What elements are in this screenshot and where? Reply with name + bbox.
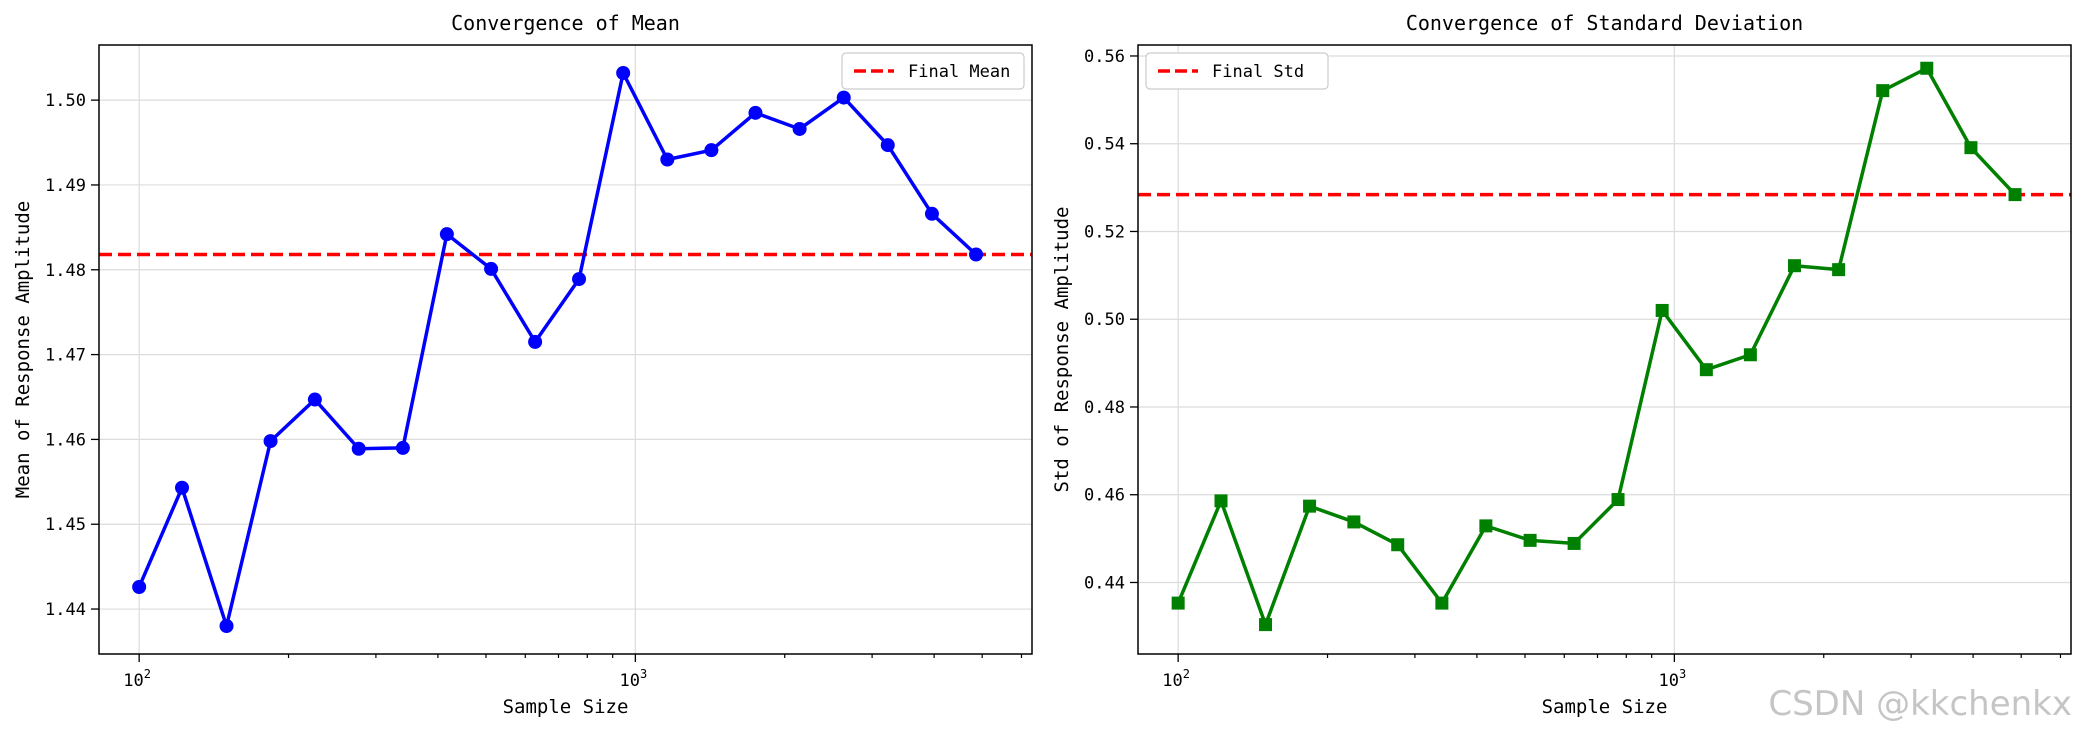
data-point xyxy=(704,143,719,158)
data-point xyxy=(1787,259,1801,273)
data-point xyxy=(1832,263,1846,277)
legend: Final Std xyxy=(1145,52,1329,90)
grid xyxy=(99,45,1032,654)
axes-frame xyxy=(1137,44,2072,655)
data-point xyxy=(616,65,631,80)
data-point xyxy=(219,619,234,634)
data-point xyxy=(1347,515,1361,529)
chart-mean-convergence: 102 103 1.44 1.45 1.46 1.47 1.48 1.49 1.50 Conver… xyxy=(12,11,1033,718)
y-tick-label: 1.50 xyxy=(45,91,86,111)
data-point xyxy=(1743,348,1757,362)
data-point xyxy=(1699,363,1713,377)
y-tick-label: 0.56 xyxy=(1084,47,1125,67)
y-tick-label: 1.49 xyxy=(45,176,86,196)
y-tick-label: 0.50 xyxy=(1084,310,1125,330)
data-point xyxy=(1391,538,1405,552)
watermark: CSDN @kkchenkx xyxy=(1768,684,2072,724)
data-point xyxy=(175,480,190,495)
y-axis-label: Std of Response Amplitude xyxy=(1051,207,1073,493)
x-tick-label: 102 xyxy=(1162,667,1190,691)
data-point xyxy=(792,121,807,136)
data-point xyxy=(1655,303,1669,317)
data-point xyxy=(1523,533,1537,547)
data-point xyxy=(1611,493,1625,507)
y-tick-label: 1.46 xyxy=(45,430,86,450)
series-line xyxy=(137,71,978,628)
x-tick-label: 103 xyxy=(1659,667,1687,691)
y-tick-label: 0.46 xyxy=(1084,486,1125,506)
axes-frame xyxy=(98,44,1033,655)
x-axis-label: Sample Size xyxy=(503,696,629,718)
data-point xyxy=(1171,596,1185,610)
legend-box xyxy=(841,52,1025,90)
data-point xyxy=(1964,141,1978,155)
data-point xyxy=(748,105,763,120)
legend-box xyxy=(1145,52,1329,90)
data-point xyxy=(528,334,543,349)
data-point xyxy=(1567,536,1581,550)
data-point xyxy=(307,392,322,407)
data-point xyxy=(1303,499,1317,513)
y-tick-label: 0.54 xyxy=(1084,135,1125,155)
data-point xyxy=(132,579,147,594)
y-tick-label: 1.47 xyxy=(45,346,86,366)
legend: Final Mean xyxy=(841,52,1025,90)
y-axis-label: Mean of Response Amplitude xyxy=(12,201,34,498)
series-line xyxy=(1176,66,2017,627)
y-tick-label: 0.44 xyxy=(1084,573,1125,593)
chart-title: Convergence of Mean xyxy=(451,11,680,35)
data-point xyxy=(924,206,939,221)
data-point xyxy=(351,441,366,456)
data-point xyxy=(880,138,895,153)
x-tick-label: 102 xyxy=(123,667,151,691)
data-point xyxy=(1920,61,1934,75)
data-point xyxy=(660,152,675,167)
data-point xyxy=(484,261,499,276)
data-point xyxy=(1479,519,1493,533)
x-tick-label: 103 xyxy=(620,667,648,691)
legend-label: Final Mean xyxy=(908,62,1010,82)
data-point xyxy=(1876,84,1890,98)
data-point xyxy=(1214,494,1228,508)
data-point xyxy=(1435,596,1449,610)
data-point xyxy=(263,434,278,449)
data-point xyxy=(439,227,454,242)
y-tick-label: 0.52 xyxy=(1084,222,1125,242)
grid xyxy=(1138,45,2071,654)
data-point xyxy=(2008,188,2022,202)
y-tick-label: 1.44 xyxy=(45,600,86,620)
y-tick-label: 0.48 xyxy=(1084,398,1125,418)
legend-label: Final Std xyxy=(1212,62,1304,82)
y-tick-label: 1.48 xyxy=(45,261,86,281)
data-point xyxy=(969,247,984,262)
chart-std-convergence: 102 103 0.44 0.46 0.48 0.50 0.52 0.54 0.56 Conver… xyxy=(1051,11,2072,718)
x-axis-label: Sample Size xyxy=(1542,696,1668,718)
y-tick-label: 1.45 xyxy=(45,515,86,535)
data-point xyxy=(836,90,851,105)
chart-title: Convergence of Standard Deviation xyxy=(1406,11,1803,35)
data-point xyxy=(395,440,410,455)
data-point xyxy=(572,272,587,287)
data-point xyxy=(1259,618,1273,632)
